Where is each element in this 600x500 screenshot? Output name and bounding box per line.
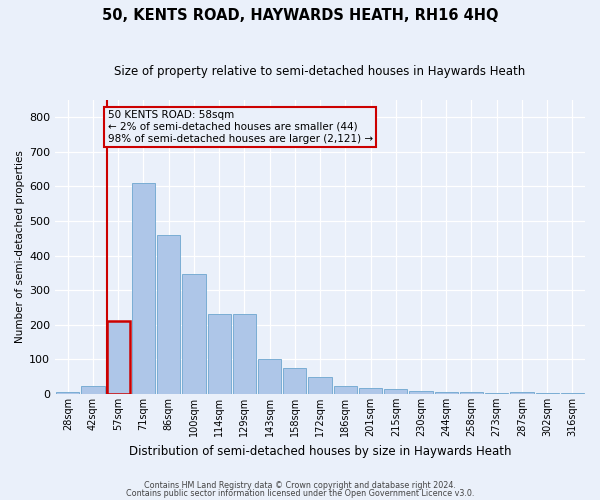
Bar — [460, 392, 483, 394]
Title: Size of property relative to semi-detached houses in Haywards Heath: Size of property relative to semi-detach… — [115, 65, 526, 78]
Bar — [82, 386, 104, 394]
Bar — [233, 314, 256, 394]
Bar — [359, 388, 382, 394]
Bar — [182, 274, 206, 394]
Bar — [56, 392, 79, 394]
Bar — [334, 386, 357, 394]
Bar — [208, 314, 231, 394]
Text: 50, KENTS ROAD, HAYWARDS HEATH, RH16 4HQ: 50, KENTS ROAD, HAYWARDS HEATH, RH16 4HQ — [102, 8, 498, 22]
Bar — [283, 368, 307, 394]
Bar — [107, 322, 130, 394]
Bar — [434, 392, 458, 394]
Bar — [485, 393, 508, 394]
Text: Contains public sector information licensed under the Open Government Licence v3: Contains public sector information licen… — [126, 488, 474, 498]
Bar — [157, 235, 180, 394]
Bar — [308, 376, 332, 394]
Bar — [536, 393, 559, 394]
Bar — [132, 183, 155, 394]
Text: 50 KENTS ROAD: 58sqm
← 2% of semi-detached houses are smaller (44)
98% of semi-d: 50 KENTS ROAD: 58sqm ← 2% of semi-detach… — [107, 110, 373, 144]
Bar — [409, 391, 433, 394]
Text: Contains HM Land Registry data © Crown copyright and database right 2024.: Contains HM Land Registry data © Crown c… — [144, 481, 456, 490]
Y-axis label: Number of semi-detached properties: Number of semi-detached properties — [15, 150, 25, 344]
Bar — [258, 360, 281, 394]
Bar — [384, 389, 407, 394]
Bar — [511, 392, 533, 394]
X-axis label: Distribution of semi-detached houses by size in Haywards Heath: Distribution of semi-detached houses by … — [129, 444, 511, 458]
